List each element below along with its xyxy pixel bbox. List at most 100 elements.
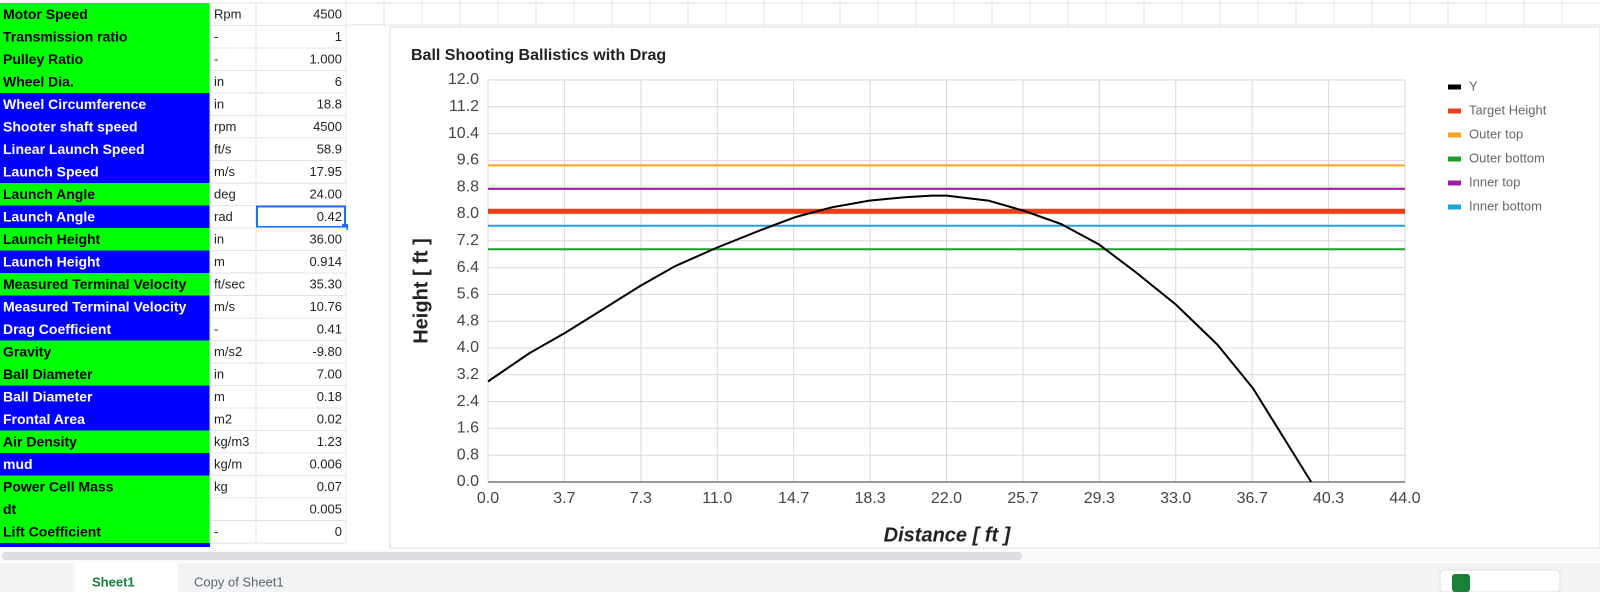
value-cell[interactable] xyxy=(255,70,347,94)
legend-swatch[interactable] xyxy=(1448,132,1461,138)
sheet-tab-active[interactable] xyxy=(75,563,178,592)
row-label: Ball Diameter xyxy=(3,388,93,404)
row-value: 4500 xyxy=(313,119,342,134)
row-label: Ball Diameter xyxy=(3,366,93,382)
label-cell[interactable] xyxy=(0,205,210,229)
chart-panel[interactable] xyxy=(389,26,1600,549)
row-value: 58.9 xyxy=(317,142,342,157)
row-label: dt xyxy=(3,501,17,517)
unit-cell[interactable] xyxy=(209,497,257,521)
label-cell[interactable] xyxy=(0,3,210,26)
label-cell[interactable] xyxy=(0,93,210,116)
row-label: Measured Terminal Velocity xyxy=(3,276,187,292)
row-unit: - xyxy=(214,52,218,67)
row-unit: rpm xyxy=(214,119,236,134)
row-unit: m/s xyxy=(214,299,235,314)
explore-icon xyxy=(1452,574,1470,592)
y-tick-label: 4.0 xyxy=(457,339,479,356)
y-tick-label: 3.2 xyxy=(457,366,479,383)
legend-label[interactable]: Outer bottom xyxy=(1469,150,1545,165)
legend-label[interactable]: Inner bottom xyxy=(1469,198,1542,213)
row-label: Drag Coefficient xyxy=(3,321,111,337)
legend-label[interactable]: Inner top xyxy=(1469,174,1520,189)
label-cell[interactable] xyxy=(0,48,210,71)
label-cell[interactable] xyxy=(0,475,210,499)
row-unit: in xyxy=(214,232,224,247)
label-cell[interactable] xyxy=(0,340,210,364)
label-cell[interactable] xyxy=(0,183,210,206)
row-label: Launch Height xyxy=(3,231,101,247)
label-cell[interactable] xyxy=(0,363,210,386)
label-cell[interactable] xyxy=(0,318,210,341)
row-value: 0.41 xyxy=(317,322,342,337)
y-tick-label: 2.4 xyxy=(457,393,479,410)
scrollbar-thumb[interactable] xyxy=(2,552,1022,560)
label-cell[interactable] xyxy=(0,160,210,184)
value-cell[interactable] xyxy=(255,520,347,544)
label-cell[interactable] xyxy=(0,228,210,251)
label-cell[interactable] xyxy=(0,115,210,139)
row-value: 0.005 xyxy=(309,502,342,517)
row-value: 4500 xyxy=(313,7,342,22)
legend-swatch[interactable] xyxy=(1448,180,1461,186)
x-tick-label: 22.0 xyxy=(931,490,962,507)
label-cell[interactable] xyxy=(0,385,210,409)
row-label: Wheel Dia. xyxy=(3,73,74,89)
label-cell[interactable] xyxy=(0,70,210,94)
legend-swatch[interactable] xyxy=(1448,108,1461,114)
x-tick-label: 40.3 xyxy=(1313,490,1344,507)
legend-label[interactable]: Target Height xyxy=(1469,102,1547,117)
label-cell[interactable] xyxy=(0,25,210,49)
label-cell[interactable] xyxy=(0,273,210,296)
legend-label[interactable]: Y xyxy=(1469,78,1478,93)
row-label: Frontal Area xyxy=(3,411,85,427)
row-label: Gravity xyxy=(3,343,51,359)
legend-swatch[interactable] xyxy=(1448,156,1461,162)
y-tick-label: 4.8 xyxy=(457,312,479,329)
x-tick-label: 7.3 xyxy=(630,490,652,507)
label-cell[interactable] xyxy=(0,250,210,274)
row-label: mud xyxy=(3,456,33,472)
row-label: Power Cell Mass xyxy=(3,478,114,494)
row-value: 0.02 xyxy=(317,412,342,427)
row-label: Launch Speed xyxy=(3,163,99,179)
label-cell[interactable] xyxy=(0,295,210,319)
row-label: Motor Speed xyxy=(3,6,88,22)
sheet-tab-label[interactable]: Copy of Sheet1 xyxy=(194,574,284,589)
row-unit: rad xyxy=(214,209,233,224)
y-axis-title: Height [ ft ] xyxy=(410,238,432,344)
row-unit: ft/sec xyxy=(214,277,246,292)
sheet-tab-label[interactable]: Sheet1 xyxy=(92,574,135,589)
legend-label[interactable]: Outer top xyxy=(1469,126,1523,141)
legend-swatch[interactable] xyxy=(1448,204,1461,210)
label-cell[interactable] xyxy=(0,138,210,161)
value-cell[interactable] xyxy=(255,25,347,49)
x-tick-label: 36.7 xyxy=(1237,490,1268,507)
row-value: 0.914 xyxy=(309,254,342,269)
tab-bar xyxy=(0,563,1600,592)
label-cell[interactable] xyxy=(0,520,210,544)
row-value: 36.00 xyxy=(309,232,342,247)
selected-cell xyxy=(256,205,346,228)
y-tick-label: 0.8 xyxy=(457,446,479,463)
row-label: Wheel Circumference xyxy=(3,96,146,112)
row-label: Measured Terminal Velocity xyxy=(3,298,187,314)
x-axis-title: Distance [ ft ] xyxy=(884,524,1012,546)
explore-button[interactable] xyxy=(1439,569,1561,592)
row-unit: - xyxy=(214,322,218,337)
row-value: 1.000 xyxy=(309,52,342,67)
row-unit: kg xyxy=(214,479,228,494)
row-unit: m2 xyxy=(214,412,232,427)
row-unit: in xyxy=(214,367,224,382)
label-cell[interactable] xyxy=(0,408,210,431)
label-cell[interactable] xyxy=(0,430,210,454)
row-unit: in xyxy=(214,97,224,112)
row-value: 24.00 xyxy=(309,187,342,202)
row-unit: kg/m3 xyxy=(214,434,249,449)
label-cell[interactable] xyxy=(0,498,210,521)
row-value: 0 xyxy=(335,524,342,539)
label-cell[interactable] xyxy=(0,453,210,476)
legend-swatch[interactable] xyxy=(1448,84,1461,90)
selection-handle xyxy=(342,224,348,230)
